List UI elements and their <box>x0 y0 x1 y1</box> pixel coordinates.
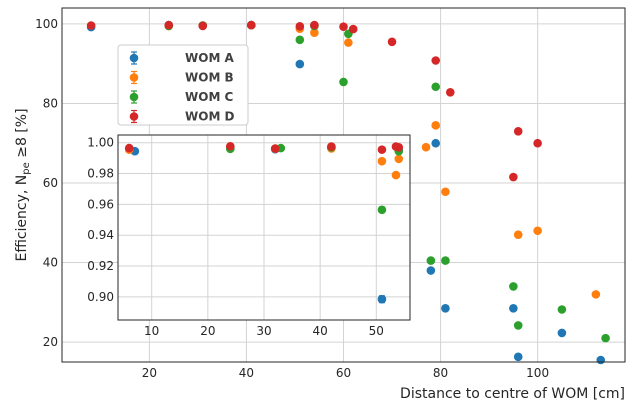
inset-x-tick-label: 50 <box>369 324 384 338</box>
main-point-wom-b <box>421 142 431 152</box>
legend-entry-wom-d-label: WOM D <box>185 110 235 124</box>
main-point-wom-d <box>310 20 319 30</box>
main-point-wom-d <box>198 21 208 31</box>
main-point-wom-a <box>596 355 606 365</box>
legend: WOM A WOM B WOM C WOM D <box>117 44 249 126</box>
main-point-wom-d <box>246 20 256 30</box>
legend-entry-wom-a-marker <box>129 53 139 63</box>
main-point-wom-b <box>310 28 319 37</box>
inset-x-tick-label: 20 <box>200 324 215 338</box>
inset-point-wom-d <box>394 143 404 152</box>
main-point-wom-d <box>295 21 305 31</box>
main-point-wom-c <box>295 35 305 45</box>
main-point-wom-a <box>557 328 567 338</box>
main-point-wom-d <box>86 21 96 30</box>
main-x-tick-label: 20 <box>142 366 157 380</box>
inset-point-wom-d <box>226 141 235 151</box>
legend-entry-wom-b-label: WOM B <box>185 71 234 85</box>
main-point-wom-a <box>441 304 450 313</box>
inset-point-wom-b <box>391 170 401 180</box>
inset-point-wom-a <box>377 294 387 304</box>
main-x-tick-label: 60 <box>336 366 351 380</box>
inset-y-tick-label: 1.00 <box>87 136 114 150</box>
legend-entry-wom-c-label: WOM C <box>185 90 234 104</box>
inset-point-wom-b <box>377 156 387 166</box>
main-x-tick-label: 80 <box>433 366 448 380</box>
main-y-tick-label: 20 <box>43 335 58 349</box>
main-point-wom-a <box>431 138 441 148</box>
main-point-wom-b <box>441 187 450 197</box>
main-point-wom-c <box>513 321 523 330</box>
x-axis-label: Distance to centre of WOM [cm] <box>400 386 625 402</box>
legend-entry-wom-a-label: WOM A <box>185 51 235 65</box>
main-point-wom-d <box>509 172 518 182</box>
main-point-wom-d <box>533 138 542 148</box>
inset-data-points <box>124 141 404 304</box>
main-point-wom-d <box>387 37 397 47</box>
inset-y-tick-label: 0.98 <box>87 167 114 181</box>
main-point-wom-d <box>513 127 523 136</box>
main-point-wom-d <box>431 56 441 65</box>
main-plot-frame <box>61 7 626 363</box>
main-point-wom-c <box>557 305 567 314</box>
main-point-wom-a <box>426 266 436 275</box>
legend-box <box>117 44 249 126</box>
main-point-wom-b <box>533 226 542 236</box>
legend-entry-wom-c-marker <box>129 92 139 102</box>
inset-y-tick-label: 0.94 <box>87 228 114 242</box>
inset-point-wom-d <box>124 143 134 153</box>
y-axis-label: Efficiency, Npe ≥8 [%] <box>14 108 32 261</box>
inset-grid <box>118 135 410 320</box>
main-point-wom-b <box>513 230 523 240</box>
legend-entry-wom-b-marker <box>129 73 139 82</box>
main-point-wom-c <box>441 256 450 265</box>
main-point-wom-a <box>513 352 523 362</box>
inset-plot-frame <box>117 134 411 321</box>
main-y-tick-label: 40 <box>43 256 58 270</box>
legend-entry-wom-d-marker <box>129 112 139 121</box>
main-point-wom-d <box>164 20 174 30</box>
inset-y-tick-label: 0.90 <box>87 290 114 304</box>
main-point-wom-a <box>295 59 305 69</box>
inset-point-wom-d <box>270 144 280 153</box>
main-point-wom-d <box>445 88 455 97</box>
inset-y-tick-label: 0.96 <box>87 197 114 211</box>
inset-point-wom-d <box>377 145 387 154</box>
inset-y-tick-label: 0.92 <box>87 259 114 273</box>
main-point-wom-c <box>431 82 441 92</box>
main-data-points <box>86 20 610 365</box>
main-y-tick-label: 60 <box>43 176 58 190</box>
main-x-tick-label: 40 <box>239 366 254 380</box>
inset-point-wom-b <box>394 154 404 164</box>
inset-tick-labels: 10 20 30 40 50 0.90 0.92 0.94 0.96 0.98 1.00 <box>87 136 384 338</box>
inset-point-wom-d <box>327 142 336 151</box>
main-point-wom-c <box>509 282 518 291</box>
inset-x-tick-label: 40 <box>313 324 328 338</box>
inset-point-wom-c <box>377 205 387 215</box>
inset-x-tick-label: 30 <box>256 324 271 338</box>
main-tick-labels: 20 40 60 80 100 20 40 60 80 100 <box>35 17 549 380</box>
main-point-wom-a <box>509 304 518 313</box>
main-x-tick-label: 100 <box>526 366 549 380</box>
main-point-wom-b <box>431 121 441 130</box>
main-y-tick-label: 100 <box>35 17 58 31</box>
main-y-tick-label: 80 <box>43 96 58 110</box>
main-point-wom-d <box>348 24 358 34</box>
inset-x-tick-label: 10 <box>144 324 159 338</box>
main-point-wom-c <box>339 77 348 87</box>
main-point-wom-c <box>426 256 436 265</box>
main-point-wom-d <box>339 22 348 31</box>
inset-chart: 10 20 30 40 50 0.90 0.92 0.94 0.96 0.98 1.00 <box>87 134 411 338</box>
main-point-wom-b <box>344 38 353 47</box>
main-point-wom-b <box>591 290 601 299</box>
main-point-wom-c <box>601 333 610 343</box>
